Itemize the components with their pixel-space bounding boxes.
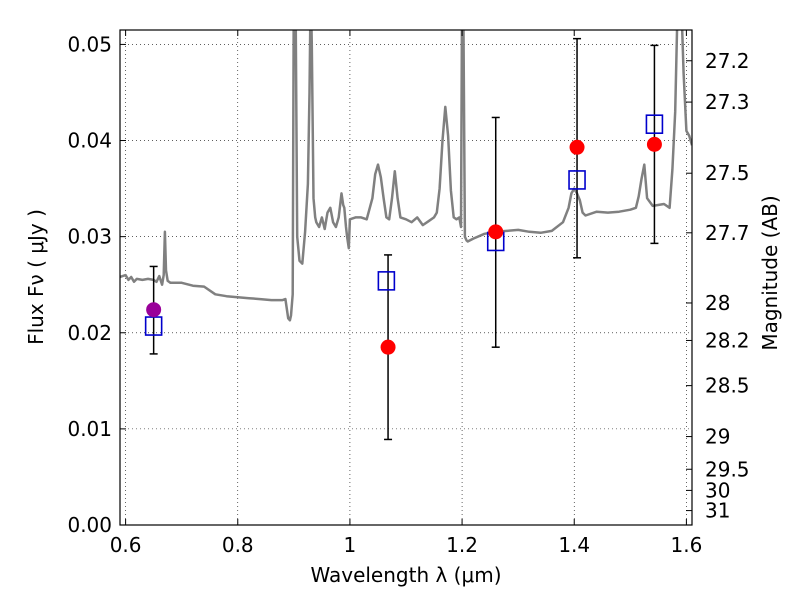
x-axis-label: Wavelength λ (μm) bbox=[310, 563, 501, 587]
magnitude-tick-label: 29.5 bbox=[705, 457, 750, 481]
magnitude-tick-label: 27.7 bbox=[705, 221, 750, 245]
magnitude-tick-label: 28 bbox=[705, 291, 730, 315]
y-tick-label: 0.02 bbox=[67, 321, 112, 345]
magnitude-tick-label: 27.2 bbox=[705, 49, 750, 73]
y-axis-label-right: Magnitude (AB) bbox=[758, 195, 782, 350]
plot-background bbox=[120, 30, 692, 525]
y-tick-label: 0.05 bbox=[67, 32, 112, 56]
circle-layer bbox=[146, 136, 662, 355]
x-tick-label: 1 bbox=[344, 533, 357, 557]
magnitude-tick-label: 27.5 bbox=[705, 161, 750, 185]
spectrum-line bbox=[120, 30, 692, 322]
plot-frame bbox=[119, 29, 693, 526]
spectrum-layer bbox=[120, 30, 692, 322]
magnitude-tick-label: 29 bbox=[705, 425, 730, 449]
x-tick-label: 1.4 bbox=[558, 533, 590, 557]
x-tick-label: 0.6 bbox=[110, 533, 142, 557]
y-tick-label: 0.04 bbox=[67, 129, 112, 153]
model-square-marker bbox=[377, 271, 396, 291]
square-layer bbox=[144, 114, 664, 336]
magnitude-tick-label: 27.3 bbox=[705, 90, 750, 114]
observed-circle-marker bbox=[569, 139, 585, 155]
observed-circle-marker bbox=[488, 224, 504, 240]
observed-circle-marker bbox=[646, 136, 662, 152]
model-square-marker bbox=[645, 114, 664, 134]
ticks: 0.6 0.8 1 1.2 1.4 1.6 0.00 0.01 0.02 0.03 0.04 0.05… bbox=[67, 30, 750, 557]
observed-circle-marker bbox=[380, 339, 396, 355]
x-tick-label: 0.8 bbox=[222, 533, 254, 557]
y-tick-label: 0.01 bbox=[67, 417, 112, 441]
x-tick-label: 1.2 bbox=[446, 533, 478, 557]
magnitude-tick-label: 28.5 bbox=[705, 374, 750, 398]
y-tick-label: 0.03 bbox=[67, 225, 112, 249]
x-tick-label: 1.6 bbox=[670, 533, 702, 557]
magnitude-tick-label: 30 bbox=[705, 478, 730, 502]
model-square-marker bbox=[568, 170, 586, 190]
y-tick-label: 0.00 bbox=[67, 513, 112, 537]
observed-circle-marker bbox=[146, 302, 162, 318]
y-axis-label-left: Flux Fν ( μJy ) bbox=[24, 209, 48, 345]
magnitude-tick-label: 31 bbox=[705, 499, 730, 523]
magnitude-tick-label: 28.2 bbox=[705, 328, 750, 352]
